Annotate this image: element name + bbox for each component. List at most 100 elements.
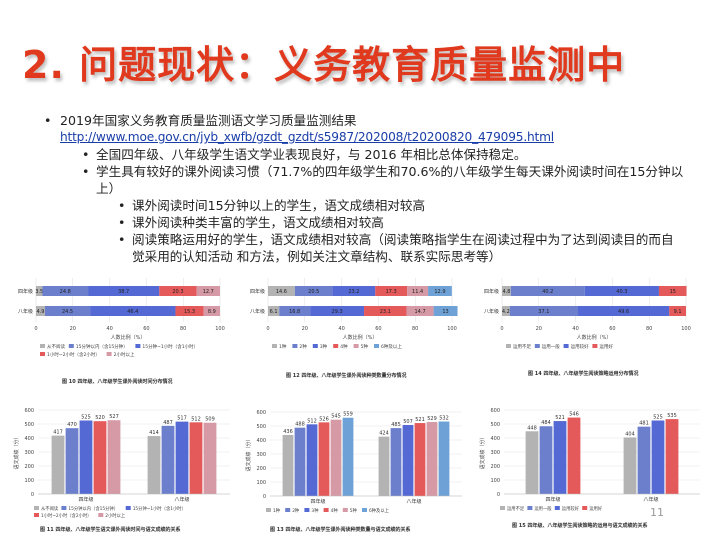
bar xyxy=(203,422,217,494)
chart-panel-fig15: 0 100 200 300 400 500 600 语文成绩（分） 448 484 521 546 四年… xyxy=(474,402,710,518)
data-label: 24.5 xyxy=(62,309,73,315)
bar-segment xyxy=(175,306,204,316)
chart-panel-fig11: 0 100 200 300 400 500 600 语文成绩（分） 417 470 525 520 52… xyxy=(8,402,240,522)
legend-swatch xyxy=(61,506,67,510)
y-tick-label: 100 xyxy=(256,480,266,486)
y-tick-label: 300 xyxy=(24,450,34,456)
bar xyxy=(623,437,637,494)
bullet-list: 2019年国家义务教育质量监测语文学习质量监测结果 http://www.moe… xyxy=(44,112,684,265)
legend-swatch xyxy=(500,506,505,510)
y-tick-label: 0 xyxy=(497,492,500,498)
data-label: 507 xyxy=(403,419,413,425)
legend-label: 3种 xyxy=(311,507,319,514)
bar-segment xyxy=(310,306,365,316)
bar xyxy=(378,436,390,496)
data-label: 559 xyxy=(343,412,353,418)
data-label: 24.8 xyxy=(60,289,71,295)
bar-segment xyxy=(364,306,407,316)
data-label: 9.1 xyxy=(674,309,682,315)
legend-label: 1小时~2小时（含2小时） xyxy=(47,351,100,358)
bar xyxy=(553,421,567,494)
data-label: 512 xyxy=(191,416,201,422)
bar-segment xyxy=(669,306,686,316)
x-tick-label: 80 xyxy=(646,326,652,332)
legend-swatch xyxy=(323,508,329,512)
legend-swatch xyxy=(333,344,339,348)
caption-fig10: 图 10 四年级、八年级学生课外阅读时间分布情况 xyxy=(62,379,173,385)
data-label: 526 xyxy=(319,416,329,422)
legend-swatch xyxy=(362,508,367,512)
data-label: 29.3 xyxy=(332,309,343,315)
y-tick-label: 200 xyxy=(490,464,500,470)
data-label: 487 xyxy=(163,420,173,426)
legend-swatch xyxy=(506,344,511,348)
legend-swatch xyxy=(135,344,141,348)
y-axis-label: 语文成绩（分） xyxy=(13,434,20,469)
bar xyxy=(651,420,665,494)
y-tick-label: 100 xyxy=(24,478,34,484)
data-label: 4.9 xyxy=(37,309,45,315)
y-tick-label: 600 xyxy=(24,408,34,414)
legend-swatch xyxy=(342,508,348,512)
bar-segment xyxy=(375,286,408,296)
legend-label: 15分钟~1小时（含1小时） xyxy=(133,505,186,512)
legend-label: 15分钟以内（含15分钟） xyxy=(68,505,118,512)
legend-swatch xyxy=(272,344,277,348)
bar-segment xyxy=(510,286,585,296)
legend-label: 4种 xyxy=(331,507,339,514)
category-label: 四年级 xyxy=(310,498,325,505)
category-label: 四年级 xyxy=(250,288,265,295)
bullet-sub-2: 学生具有较好的课外阅读习惯（71.7%的四年级学生和70.6%的八年级学生每天课… xyxy=(44,163,684,197)
legend-label: 2小时以上 xyxy=(105,512,126,519)
data-label: 20.5 xyxy=(308,289,319,295)
x-tick-label: 40 xyxy=(572,326,578,332)
bar-segment xyxy=(42,286,89,296)
x-axis-label: 人数比例（%） xyxy=(111,334,146,341)
legend-label: 1种 xyxy=(273,507,281,514)
legend-swatch xyxy=(292,344,298,348)
bar-segment xyxy=(294,286,333,296)
data-label: 15 xyxy=(670,289,676,295)
data-label: 20.3 xyxy=(172,289,183,295)
data-label: 488 xyxy=(295,422,305,428)
data-label: 470 xyxy=(67,422,77,428)
legend-label: 运用好 xyxy=(599,343,613,350)
bar-segment xyxy=(159,286,197,296)
x-axis-label: 人数比例（%） xyxy=(577,334,612,341)
y-tick-label: 200 xyxy=(256,466,266,472)
x-tick-label: 80 xyxy=(180,326,186,332)
data-label: 512 xyxy=(307,418,317,424)
legend-swatch xyxy=(304,508,310,512)
bar xyxy=(161,425,175,494)
data-label: 436 xyxy=(283,429,293,435)
x-tick-label: 0 xyxy=(34,326,37,332)
x-tick-label: 100 xyxy=(215,326,225,332)
source-link[interactable]: http://www.moe.gov.cn/jyb_xwfb/gzdt_gzdt… xyxy=(60,130,554,144)
y-tick-label: 200 xyxy=(24,464,34,470)
data-label: 424 xyxy=(379,431,389,437)
bar xyxy=(175,421,189,494)
legend-label: 运用较好 xyxy=(562,505,580,512)
data-label: 535 xyxy=(667,413,677,419)
bar xyxy=(390,428,402,496)
y-tick-label: 0 xyxy=(31,492,34,498)
category-label: 八年级 xyxy=(484,308,499,315)
legend-swatch xyxy=(285,508,291,512)
bar xyxy=(567,417,581,494)
caption-fig12: 图 12 四年级、八年级学生课外阅读种类数量分布情况 xyxy=(286,373,407,379)
x-tick-label: 40 xyxy=(106,326,112,332)
chart-fig11-time-score: 0 100 200 300 400 500 600 语文成绩（分） 417 470 525 520 52… xyxy=(13,408,230,519)
y-tick-label: 400 xyxy=(490,436,500,442)
data-label: 517 xyxy=(177,416,187,422)
legend-swatch xyxy=(68,344,74,348)
bar-segment xyxy=(36,286,43,296)
bar xyxy=(282,434,294,496)
data-label: 13 xyxy=(442,309,448,315)
data-label: 525 xyxy=(653,415,663,421)
bar-segment xyxy=(196,286,220,296)
data-label: 485 xyxy=(391,422,401,428)
bar-segment xyxy=(658,286,687,296)
bar xyxy=(539,426,553,494)
bullet-sub-1: 全国四年级、八年级学生语文学业表现良好，与 2016 年相比总体保持稳定。 xyxy=(44,146,684,163)
x-tick-label: 60 xyxy=(609,326,615,332)
